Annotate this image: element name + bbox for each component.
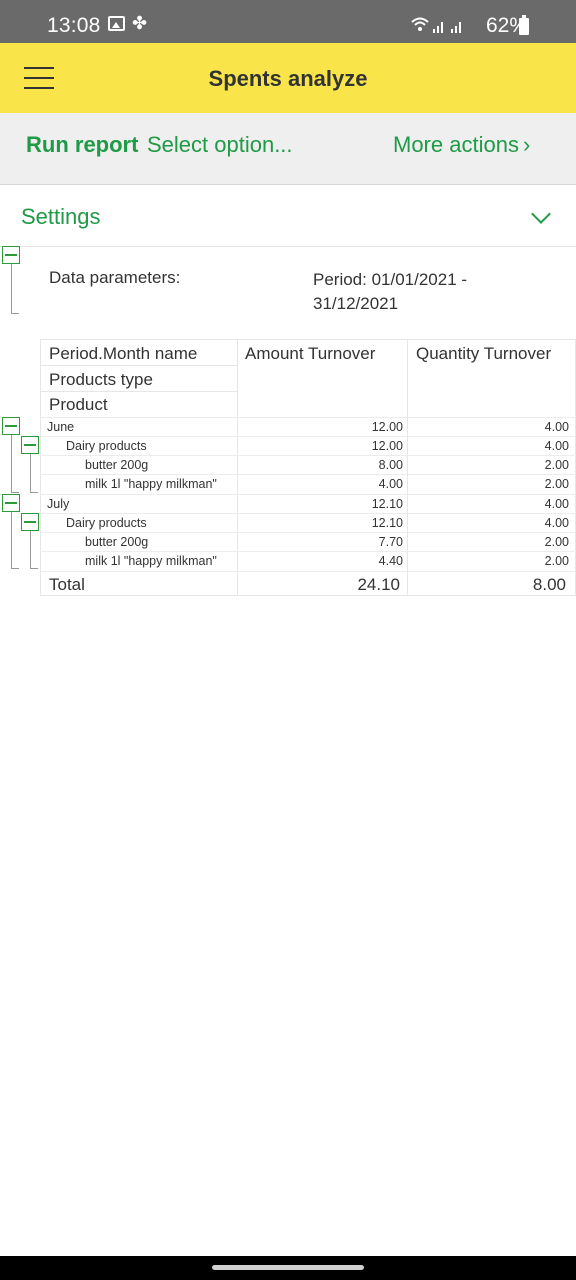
more-actions-button[interactable]: More actions › [393,132,530,158]
more-actions-label: More actions [393,132,519,157]
row-name: milk 1l "happy milkman" [85,477,217,491]
group-bracket [11,512,19,569]
table-row[interactable]: July 12.10 4.00 [40,494,576,513]
group-bracket [30,454,38,493]
table-row[interactable]: Dairy products 12.10 4.00 [40,513,576,532]
table-row[interactable]: June 12.00 4.00 [40,417,576,436]
row-quantity: 4.00 [544,420,569,434]
row-name: butter 200g [85,458,149,472]
table-row[interactable]: Dairy products 12.00 4.00 [40,436,576,455]
table-row[interactable]: milk 1l "happy milkman" 4.00 2.00 [40,474,576,493]
row-amount: 12.10 [371,497,403,511]
chevron-down-icon [531,204,551,224]
collapse-july-dairy-button[interactable] [21,513,39,531]
total-amount: 24.10 [357,575,400,594]
total-row: Total 24.10 8.00 [40,571,576,596]
command-bar: Run report Select option... More actions… [0,113,576,185]
gallery-icon [108,16,125,31]
header-top-line [40,339,576,340]
row-amount: 7.70 [378,535,403,549]
home-gesture-handle[interactable] [212,1265,364,1270]
row-name: June [47,420,75,434]
collapse-params-button[interactable] [2,246,20,264]
row-quantity: 4.00 [544,439,569,453]
chevron-right-icon: › [522,132,531,157]
settings-panel-toggle[interactable]: Settings [0,185,576,247]
run-report-button[interactable]: Run report [26,132,139,157]
row-name: July [47,497,70,511]
table-row[interactable]: milk 1l "happy milkman" 4.40 2.00 [40,551,576,570]
row-name: Dairy products [66,439,147,453]
header-group-level-2: Products type [49,370,153,389]
table-row[interactable]: butter 200g 8.00 2.00 [40,455,576,474]
row-amount: 8.00 [378,458,403,472]
status-time: 13:08 [47,14,101,37]
header-quantity-turnover: Quantity Turnover [416,344,552,363]
header-line [40,365,237,366]
table-row[interactable]: butter 200g 7.70 2.00 [40,532,576,551]
group-bracket [30,531,38,569]
hamburger-menu-icon[interactable] [24,67,54,89]
header-amount-turnover: Amount Turnover [245,344,376,363]
header-group-level-3: Product [49,395,108,414]
group-bracket [11,435,19,493]
row-name: butter 200g [85,535,149,549]
row-quantity: 2.00 [544,535,569,549]
row-quantity: 2.00 [544,554,569,568]
page-title: Spents analyze [208,66,368,91]
system-nav-bar [0,1256,576,1280]
total-quantity: 8.00 [532,575,566,594]
data-parameters-value: Period: 01/01/2021 - 31/12/2021 [313,270,468,313]
row-quantity: 2.00 [544,477,569,491]
row-amount: 4.00 [378,477,403,491]
fan-icon: ✤ [132,13,148,33]
collapse-june-dairy-button[interactable] [21,436,39,454]
column-divider [407,339,408,596]
group-bracket [11,264,19,314]
row-quantity: 4.00 [544,497,569,511]
row-amount: 12.00 [371,439,403,453]
header-group-level-1: Period.Month name [49,344,198,363]
column-divider [237,339,238,596]
app-bar: Spents analyze [0,43,576,113]
row-amount: 4.40 [378,554,403,568]
status-bar: 13:08 ✤ 62% [0,0,576,43]
row-quantity: 2.00 [544,458,569,472]
row-quantity: 4.00 [544,516,569,530]
row-name: Dairy products [66,516,147,530]
battery-percent: 62% [485,14,528,37]
collapse-june-button[interactable] [2,417,20,435]
wifi-signal-icon [411,15,469,38]
collapse-july-button[interactable] [2,494,20,512]
row-amount: 12.00 [371,420,403,434]
column-divider [40,339,41,596]
data-parameters-label: Data parameters: [49,268,181,287]
select-option-dropdown[interactable]: Select option... [147,132,293,157]
settings-label: Settings [21,204,101,229]
total-label: Total [49,575,85,594]
row-amount: 12.10 [371,516,403,530]
header-line [40,391,237,392]
battery-icon [519,15,529,35]
row-name: milk 1l "happy milkman" [85,554,217,568]
